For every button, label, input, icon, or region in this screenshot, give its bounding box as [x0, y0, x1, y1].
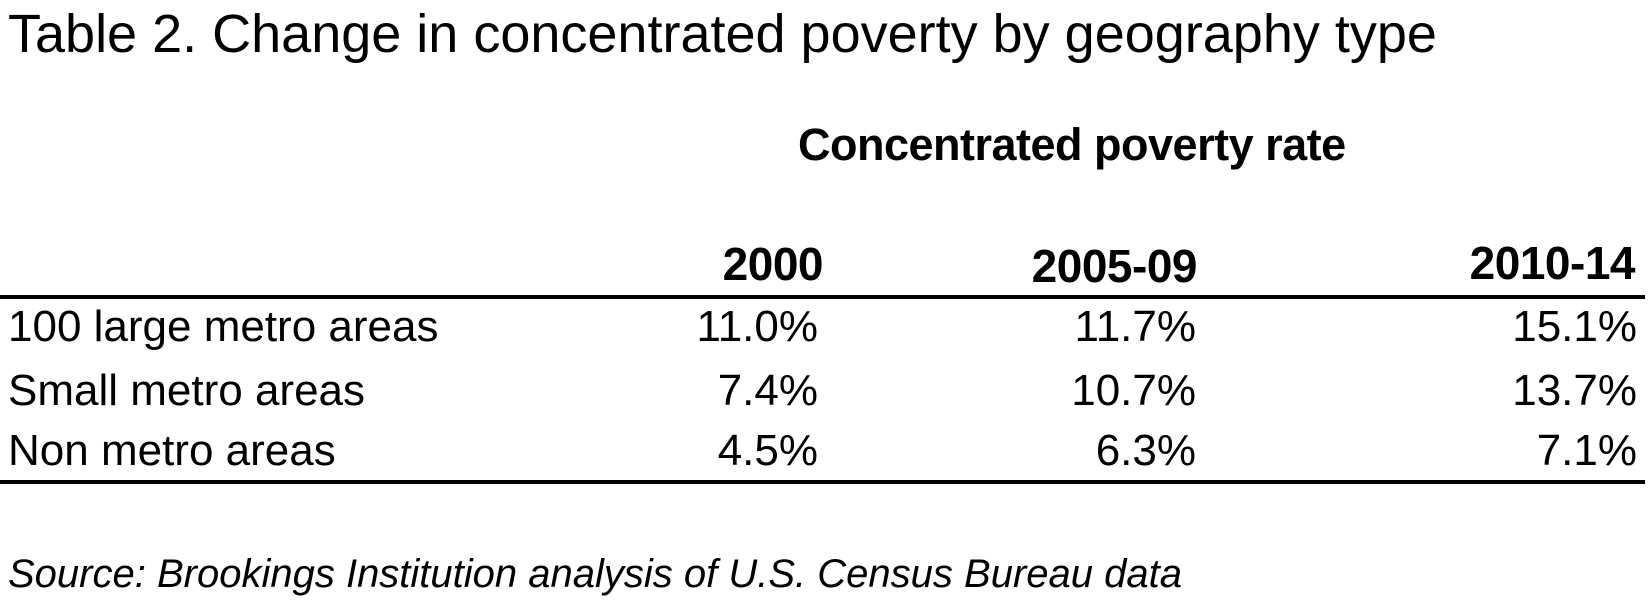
- column-header-2005-09: 2005-09: [1031, 240, 1198, 292]
- table-title: Table 2. Change in concentrated poverty …: [8, 4, 1437, 64]
- cell-non-metro-2005-09: 6.3%: [1095, 426, 1196, 475]
- row-label-large-metro: 100 large metro areas: [8, 302, 439, 351]
- cell-large-metro-2000: 11.0%: [696, 302, 819, 351]
- cell-non-metro-2000: 4.5%: [717, 426, 818, 475]
- column-header-2010-14: 2010-14: [1469, 237, 1636, 289]
- table-top-rule: [0, 295, 1645, 299]
- group-header-concentrated-poverty-rate: Concentrated poverty rate: [798, 119, 1346, 170]
- source-note: Source: Brookings Institution analysis o…: [8, 552, 1182, 596]
- row-label-non-metro: Non metro areas: [8, 426, 336, 475]
- cell-small-metro-2005-09: 10.7%: [1071, 366, 1196, 415]
- cell-small-metro-2000: 7.4%: [717, 366, 818, 415]
- cell-large-metro-2010-14: 15.1%: [1512, 302, 1637, 351]
- cell-large-metro-2005-09: 11.7%: [1074, 302, 1197, 351]
- row-label-small-metro: Small metro areas: [8, 366, 366, 415]
- cell-small-metro-2010-14: 13.7%: [1512, 366, 1637, 415]
- column-header-2000: 2000: [722, 238, 824, 290]
- table-bottom-rule: [0, 480, 1645, 484]
- cell-non-metro-2010-14: 7.1%: [1536, 426, 1637, 475]
